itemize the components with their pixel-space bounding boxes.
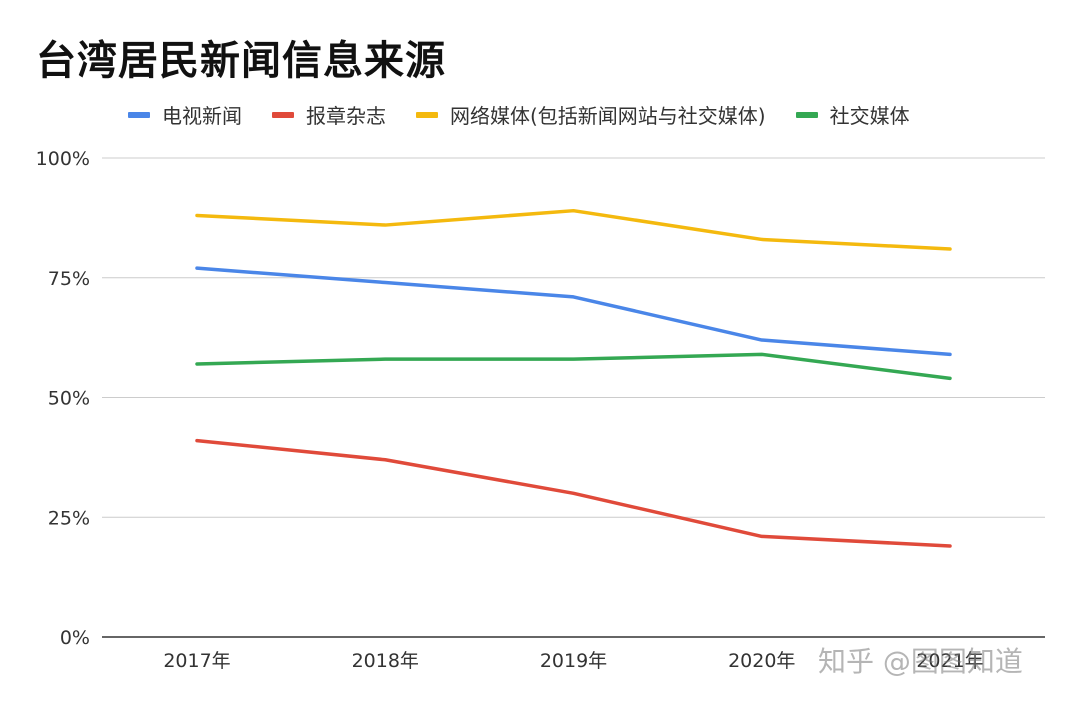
x-tick-label: 2020年: [728, 650, 795, 672]
watermark: 知乎 @图图知道: [818, 645, 1023, 678]
x-tick-label: 2017年: [163, 650, 230, 672]
legend-swatch-tv: [128, 111, 150, 118]
legend-swatch-social: [795, 111, 818, 118]
series-line: [195, 266, 952, 357]
legend-label-online: 网络媒体(包括新闻网站与社交媒体): [450, 104, 766, 128]
legend-label-tv: 电视新闻: [162, 104, 242, 128]
legend-item-tv: 电视新闻: [128, 100, 242, 129]
legend-label-print: 报章杂志: [306, 104, 386, 128]
legend-swatch-online: [416, 111, 438, 118]
legend-item-online: 网络媒体(包括新闻网站与社交媒体): [416, 100, 766, 129]
y-tick-label: 50%: [48, 388, 90, 410]
series-line: [195, 438, 952, 548]
y-tick-label: 100%: [36, 148, 90, 170]
x-tick-label: 2018年: [352, 650, 419, 672]
x-tick-label: 2021年: [916, 650, 983, 672]
chart-title: 台湾居民新闻信息来源: [36, 38, 446, 84]
series-line: [195, 352, 952, 381]
legend-swatch-print: [272, 111, 294, 118]
legend-label-social: 社交媒体: [829, 104, 910, 128]
y-tick-label: 75%: [48, 268, 90, 290]
x-tick-label: 2019年: [540, 650, 607, 672]
legend: 电视新闻 报章杂志 网络媒体(包括新闻网站与社交媒体) 社交媒体: [128, 100, 910, 129]
series-line: [195, 208, 952, 251]
legend-item-social: 社交媒体: [795, 100, 910, 129]
y-tick-label: 25%: [48, 507, 90, 529]
legend-item-print: 报章杂志: [272, 100, 386, 129]
y-tick-label: 0%: [60, 627, 90, 649]
